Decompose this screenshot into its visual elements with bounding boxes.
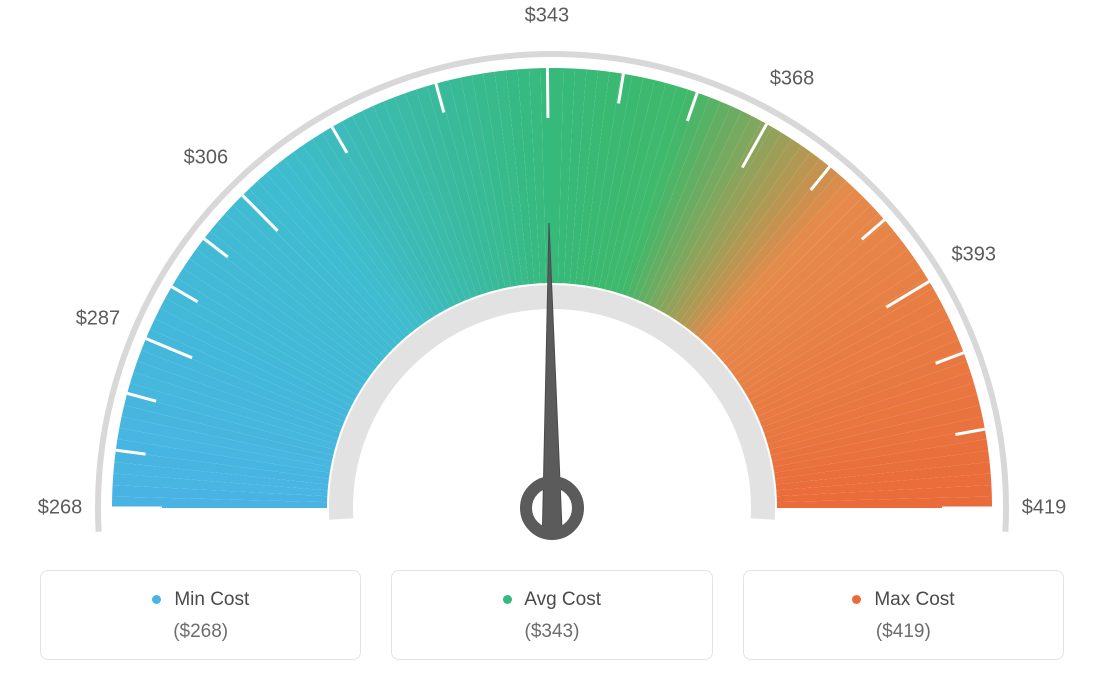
gauge-tick-label: $287 bbox=[76, 307, 121, 330]
legend-label: Avg Cost bbox=[524, 589, 601, 610]
gauge-svg bbox=[22, 16, 1082, 556]
legend-title-avg: Avg Cost bbox=[402, 589, 701, 611]
dot-icon bbox=[503, 595, 512, 604]
dot-icon bbox=[152, 595, 161, 604]
gauge-tick-label: $393 bbox=[952, 243, 997, 266]
legend-card-avg: Avg Cost ($343) bbox=[391, 570, 712, 660]
gauge-tick-label: $368 bbox=[770, 67, 815, 90]
dot-icon bbox=[852, 595, 861, 604]
legend-label: Min Cost bbox=[174, 589, 249, 610]
legend: Min Cost ($268) Avg Cost ($343) Max Cost… bbox=[40, 570, 1064, 660]
legend-title-min: Min Cost bbox=[51, 589, 350, 611]
legend-card-min: Min Cost ($268) bbox=[40, 570, 361, 660]
legend-value-min: ($268) bbox=[51, 621, 350, 643]
gauge-tick-label: $419 bbox=[1022, 497, 1067, 520]
gauge-tick-label: $343 bbox=[525, 5, 570, 28]
legend-card-max: Max Cost ($419) bbox=[743, 570, 1064, 660]
legend-title-max: Max Cost bbox=[754, 589, 1053, 611]
cost-gauge-container: $268 $287 $306 $343 $368 $393 $419 Min Cost ($… bbox=[0, 0, 1104, 690]
legend-label: Max Cost bbox=[874, 589, 954, 610]
gauge-tick-label: $268 bbox=[38, 497, 83, 520]
gauge-area: $268 $287 $306 $343 $368 $393 $419 bbox=[0, 0, 1104, 560]
legend-value-max: ($419) bbox=[754, 621, 1053, 643]
legend-value-avg: ($343) bbox=[402, 621, 701, 643]
gauge-tick-label: $306 bbox=[184, 147, 229, 170]
